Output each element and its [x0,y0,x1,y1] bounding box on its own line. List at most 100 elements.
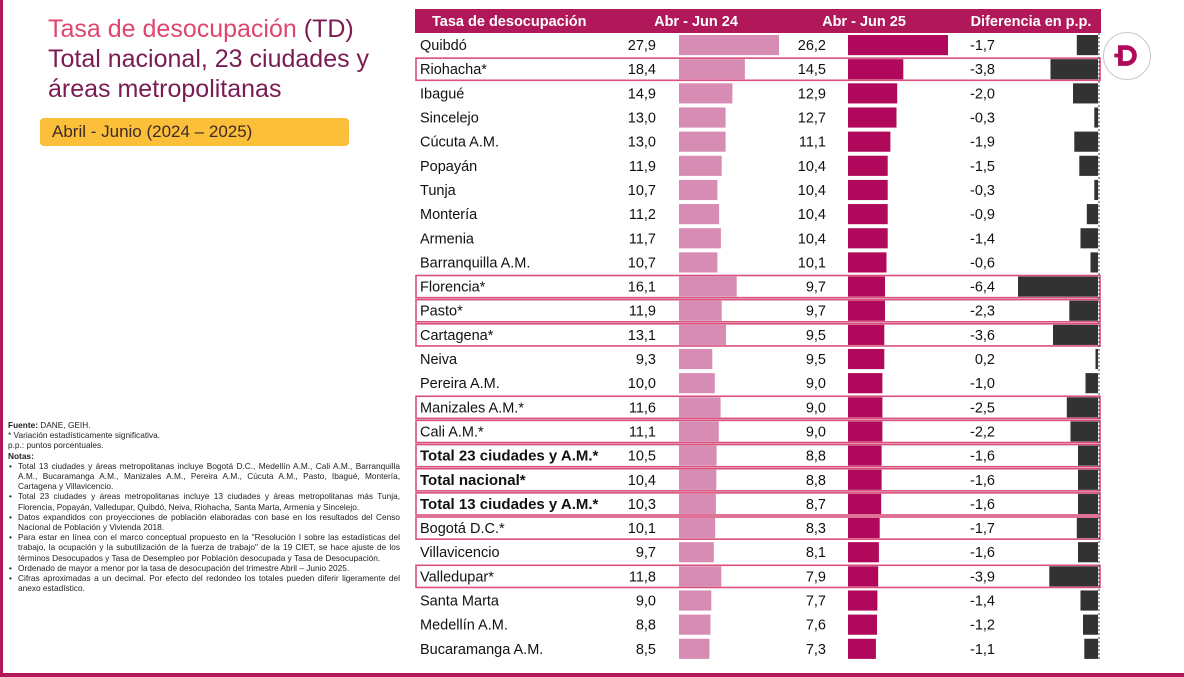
value-2025: 9,5 [806,328,826,344]
value-2024: 10,1 [628,521,656,537]
row-label: Santa Marta [420,594,500,610]
notes-block: Fuente: DANE, GEIH. * Variación estadíst… [8,420,400,593]
bar-diff [1050,59,1098,80]
title-line-2: Total nacional, 23 ciudades y [48,45,370,73]
value-2024: 11,9 [629,159,656,175]
bar-diff [1053,324,1098,345]
value-2025: 8,8 [806,449,826,465]
row-label: Cali A.M.* [420,424,484,440]
bar-2024 [679,566,722,587]
value-diff: -1,6 [970,473,995,489]
source-text: DANE, GEIH. [40,420,91,430]
dane-d-logo-glyph [1114,45,1137,66]
value-2024: 10,3 [628,497,656,513]
bar-2025 [848,445,882,466]
notes-colon: : [31,450,34,461]
bar-diff [1095,348,1098,370]
bar-2024 [679,542,714,563]
row-highlight-frame [415,57,1101,82]
note-item: Datos expandidos con proyecciones de pob… [8,512,400,532]
bar-2025 [848,518,880,539]
value-2024: 10,0 [628,376,656,392]
value-2025: 7,7 [806,594,826,610]
value-2024: 11,9 [629,304,656,320]
row-label: Pasto* [420,304,463,320]
note-item: Total 13 ciudades y áreas metropolitanas… [8,461,400,492]
bar-diff [1080,590,1098,611]
bar-2025 [848,421,883,442]
value-2025: 10,4 [798,207,826,223]
note-item: Para estar en línea con el marco concept… [8,532,400,563]
dane-d-logo-icon [1103,32,1151,80]
value-2025: 14,5 [798,62,826,78]
value-2025: 8,3 [806,521,826,537]
value-2024: 11,7 [629,231,656,247]
row-highlight-frame [415,467,1101,492]
row-label: Ibagué [420,86,464,102]
bar-2025 [848,228,888,249]
row-label: Barranquilla A.M. [420,255,530,271]
value-diff: -3,6 [970,328,995,344]
bar-2025 [848,542,879,563]
value-2025: 7,3 [806,642,826,658]
row-label: Total 23 ciudades y A.M.* [420,448,599,465]
row-highlight-frame [415,395,1101,420]
value-diff: -3,9 [970,569,995,585]
bar-diff [1049,566,1099,587]
value-2025: 12,7 [798,111,826,127]
bar-diff [1078,493,1098,514]
bar-diff [1085,373,1098,394]
bar-diff [1070,421,1098,442]
bar-2025 [848,276,885,297]
bar-2025 [848,590,878,611]
bar-diff [1080,228,1098,249]
note-item: Ordenado de mayor a menor por la tasa de… [8,563,400,573]
bar-2025 [848,469,882,490]
bar-2024 [679,614,711,635]
bar-diff [1076,518,1099,539]
value-diff: -2,2 [970,424,995,440]
value-diff: -6,4 [970,280,995,296]
bar-diff [1078,542,1098,563]
bar-2024 [679,228,721,249]
row-highlight-frame [415,564,1101,589]
value-diff: -1,6 [970,497,995,513]
bar-2024 [679,445,717,466]
bar-diff [1084,638,1099,659]
row-highlight-frame [415,274,1101,299]
bar-diff [1083,614,1098,635]
bar-diff [1066,397,1099,418]
value-2025: 9,5 [806,352,826,368]
bar-diff [1018,276,1098,297]
bar-2024 [679,35,779,56]
value-2024: 14,9 [628,86,656,102]
value-diff: -0,9 [970,207,995,223]
bar-2024 [679,397,721,418]
bar-2025 [848,300,885,321]
bar-2025 [848,397,883,418]
value-diff: -1,4 [970,231,995,247]
bar-2025 [848,493,882,514]
bar-2025 [848,107,897,128]
value-2025: 7,6 [806,618,826,634]
notes-list: Total 13 ciudades y áreas metropolitanas… [8,461,400,594]
column-header: Diferencia en p.p. [971,14,1092,30]
value-2024: 11,6 [629,400,656,416]
value-2025: 9,7 [806,280,826,296]
value-2024: 10,4 [628,473,656,489]
row-highlight-frame [415,443,1101,468]
bar-diff [1073,83,1098,104]
bar-diff [1074,131,1099,152]
bottom-accent-rule [0,673,1184,677]
row-label: Cúcuta A.M. [420,135,499,151]
bar-2024 [679,179,718,201]
value-diff: -1,6 [970,449,995,465]
bar-2024 [679,590,712,611]
value-2025: 10,4 [798,183,826,199]
page-title: Tasa de desocupación (TD) Total nacional… [48,14,408,104]
row-label: Valledupar* [420,569,494,585]
value-diff: -1,9 [970,135,995,151]
value-diff: -1,0 [970,376,995,392]
value-2024: 9,3 [636,352,656,368]
bar-2025 [848,179,888,201]
